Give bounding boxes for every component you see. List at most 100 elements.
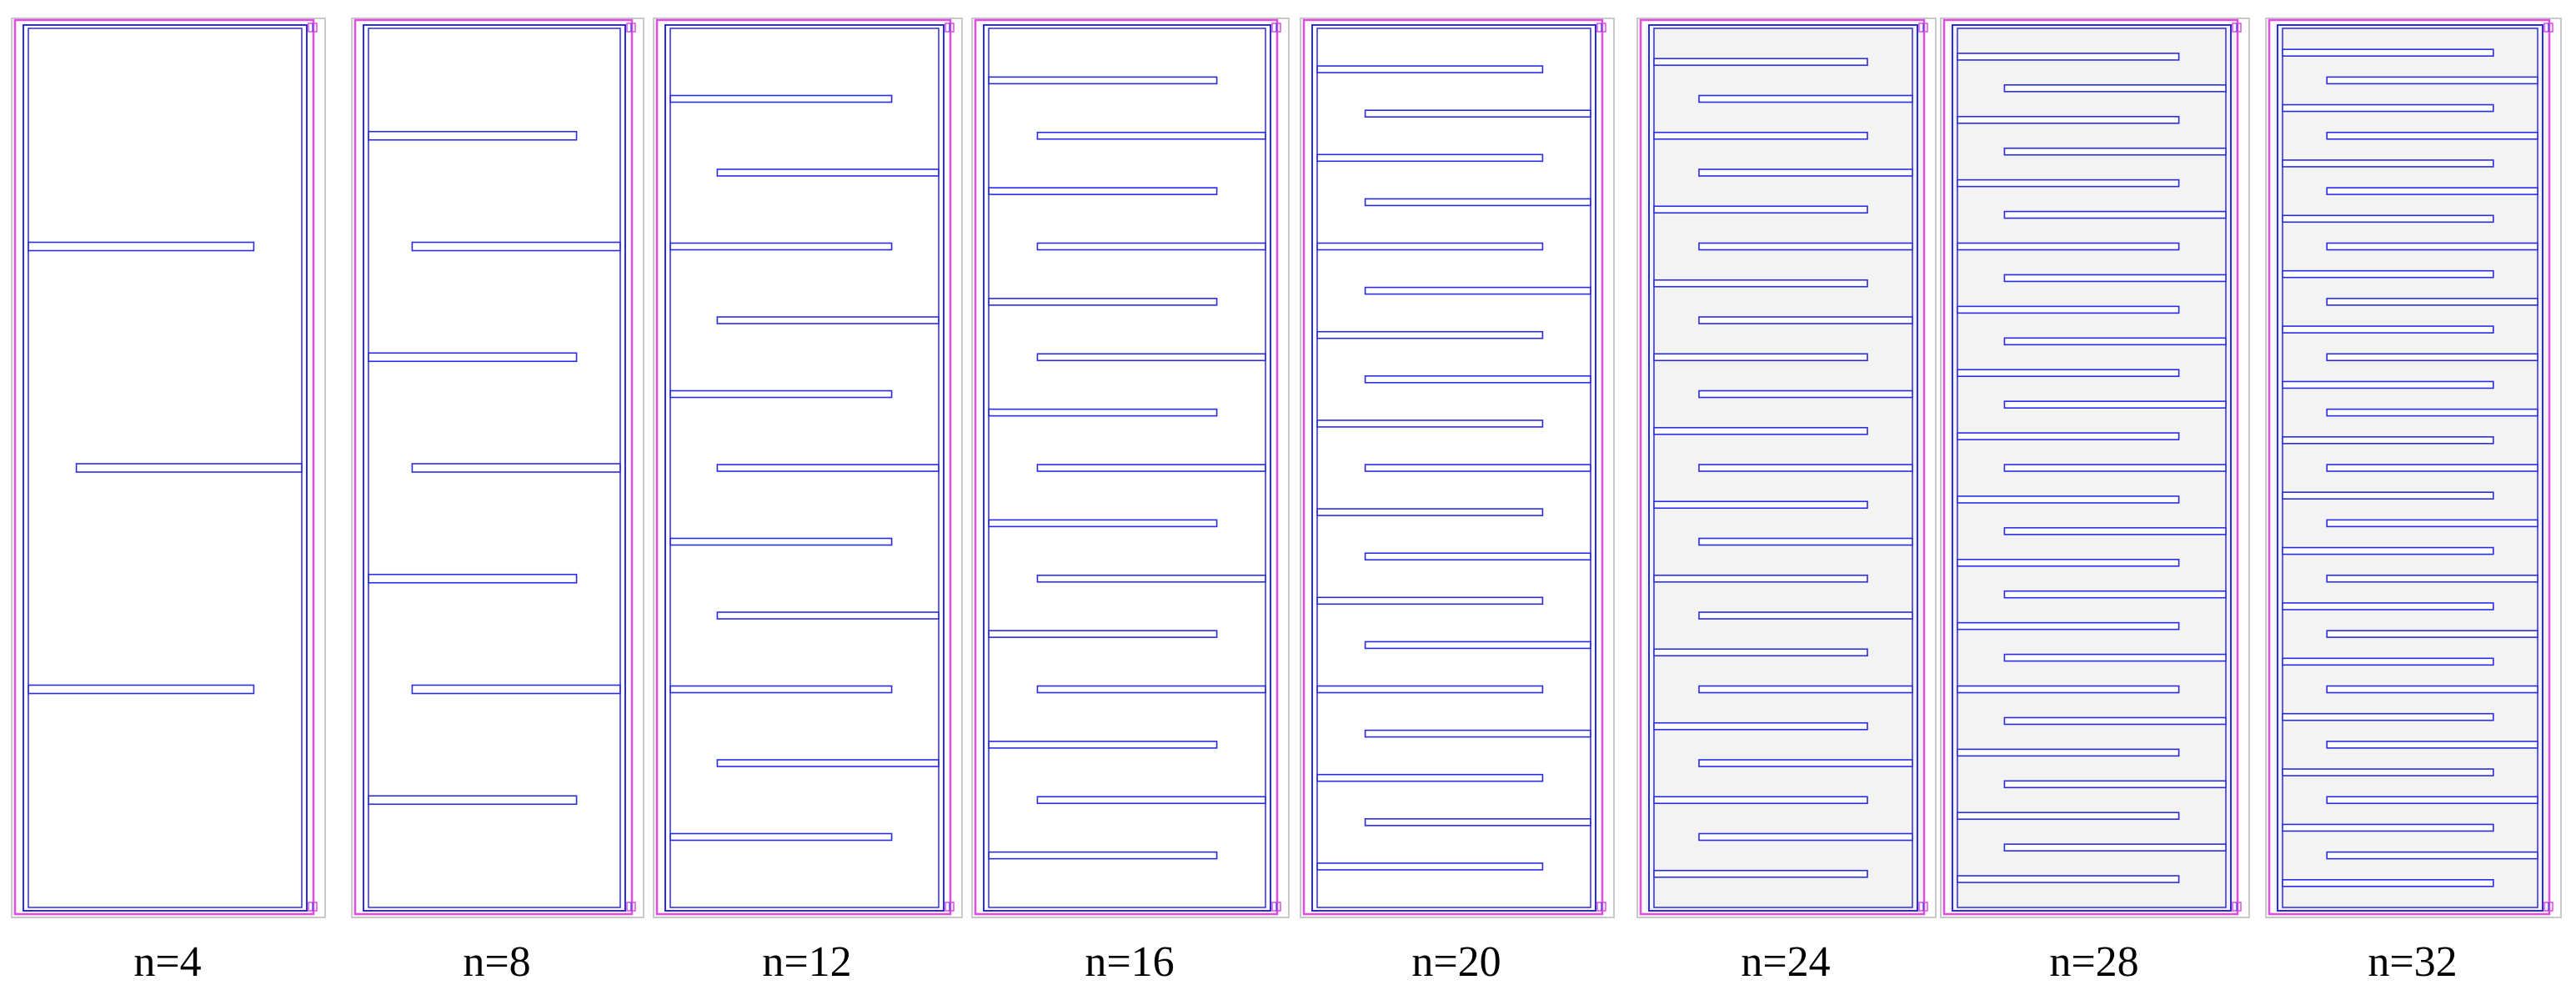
trace-finger <box>1698 685 1913 694</box>
trace-finger <box>1698 759 1913 767</box>
trace-finger <box>2326 685 2538 694</box>
trace-finger <box>1957 242 2180 251</box>
trace-finger <box>669 685 893 694</box>
trace-finger <box>1316 242 1544 251</box>
trace-finger <box>1316 65 1544 73</box>
outline-rect <box>13 18 315 916</box>
trace-finger <box>716 464 940 472</box>
panel-frame <box>1940 18 2250 918</box>
trace-finger <box>669 389 893 399</box>
trace-finger <box>1957 685 2180 694</box>
trace-finger <box>2282 602 2494 611</box>
panel-frame <box>1636 18 1937 918</box>
trace-finger <box>2003 653 2227 662</box>
trace-boundary <box>2277 24 2543 912</box>
trace-finger <box>1957 178 2180 188</box>
trace-finger <box>2326 464 2538 472</box>
trace-finger <box>2282 103 2494 113</box>
trace-boundary <box>363 24 626 912</box>
trace-finger <box>368 352 578 363</box>
trace-finger <box>2282 380 2494 389</box>
trace-finger <box>1364 641 1591 650</box>
trace-finger <box>2326 630 2538 638</box>
trace-finger <box>75 463 303 473</box>
trace-finger <box>1957 875 2180 883</box>
trace-finger <box>2326 408 2538 417</box>
outline-rect <box>974 18 1279 916</box>
panels-group <box>11 18 2562 918</box>
trace-finger <box>2282 159 2494 168</box>
trace-finger <box>1364 109 1591 118</box>
panel-label-n16: n=16 <box>1085 938 1174 986</box>
panel-frame <box>653 18 963 918</box>
trace-finger <box>1957 621 2180 631</box>
trace-finger <box>2003 400 2227 409</box>
trace-finger <box>2003 210 2227 219</box>
panel-label-n32: n=32 <box>2368 938 2457 986</box>
trace-finger <box>2003 843 2227 852</box>
outline-rect <box>655 18 952 916</box>
trace-finger <box>2326 76 2538 85</box>
trace-finger <box>1653 131 1868 140</box>
trace-finger <box>2003 527 2227 535</box>
trace-finger <box>2282 823 2494 832</box>
outline-rect <box>1639 18 1926 916</box>
trace-finger <box>1957 432 2180 440</box>
trace-finger <box>1364 374 1591 384</box>
trace-finger <box>411 684 621 695</box>
trace-finger <box>1698 389 1913 399</box>
trace-boundary-inner <box>28 28 303 908</box>
trace-finger <box>1957 748 2180 757</box>
trace-finger <box>1036 685 1266 694</box>
panel-label-n12: n=12 <box>762 938 851 986</box>
outline-rect <box>2268 18 2551 916</box>
trace-boundary <box>1311 24 1596 912</box>
trace-finger <box>1698 832 1913 842</box>
panel-frame <box>351 18 644 918</box>
trace-boundary-inner <box>1316 28 1591 908</box>
trace-finger <box>2282 325 2494 334</box>
trace-finger <box>716 168 940 177</box>
trace-boundary-inner <box>988 28 1266 908</box>
trace-finger <box>716 759 940 767</box>
trace-boundary <box>23 24 308 912</box>
trace-finger <box>1957 115 2180 124</box>
panel-n8 <box>351 18 644 918</box>
trace-finger <box>1036 796 1266 805</box>
trace-finger <box>1653 426 1868 435</box>
trace-finger <box>2003 84 2227 93</box>
trace-finger <box>2282 657 2494 666</box>
trace-finger <box>988 630 1218 638</box>
trace-finger <box>1316 685 1544 694</box>
trace-finger <box>2282 269 2494 279</box>
panel-label-n28: n=28 <box>2049 938 2138 986</box>
trace-finger <box>1653 205 1868 214</box>
trace-finger <box>2282 214 2494 224</box>
trace-finger <box>2326 131 2538 140</box>
trace-finger <box>1957 812 2180 821</box>
trace-finger <box>2003 274 2227 283</box>
trace-finger <box>2326 851 2538 860</box>
trace-finger <box>988 408 1218 417</box>
trace-boundary <box>1952 24 2232 912</box>
trace-finger <box>368 573 578 584</box>
trace-finger <box>1364 286 1591 295</box>
panel-frame <box>1300 18 1615 918</box>
trace-finger <box>1364 198 1591 207</box>
trace-finger <box>1316 508 1544 516</box>
trace-finger <box>2326 353 2538 362</box>
trace-finger <box>2326 298 2538 306</box>
panel-label-n20: n=20 <box>1411 938 1501 986</box>
trace-finger <box>2326 519 2538 528</box>
trace-finger <box>1957 53 2180 61</box>
trace-finger <box>988 741 1218 749</box>
trace-finger <box>1316 420 1544 428</box>
trace-finger <box>1698 94 1913 103</box>
trace-finger <box>1364 817 1591 827</box>
trace-finger <box>411 463 621 473</box>
panel-label-n4: n=4 <box>133 938 201 986</box>
trace-finger <box>1698 537 1913 546</box>
trace-finger <box>2003 337 2227 346</box>
trace-finger <box>1316 153 1544 163</box>
